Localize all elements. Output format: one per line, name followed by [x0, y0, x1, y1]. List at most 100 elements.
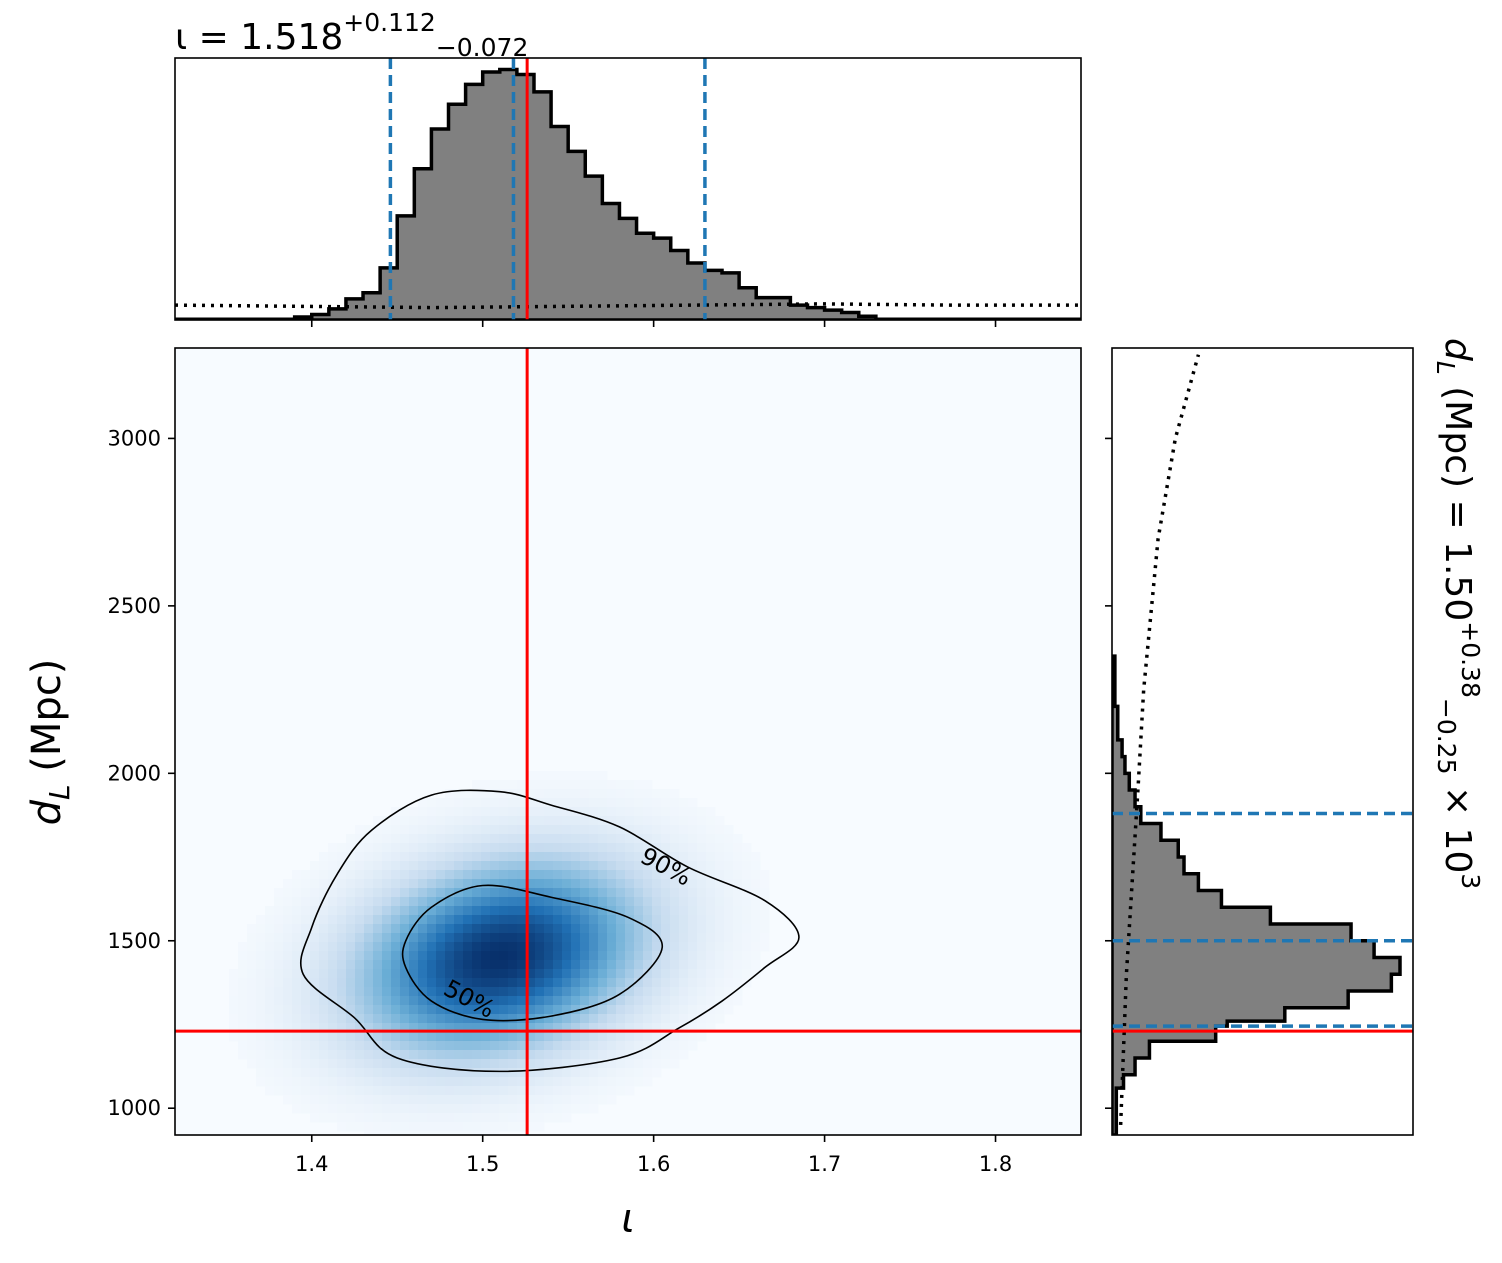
density-cell: [706, 1014, 716, 1024]
density-cell: [544, 879, 554, 889]
density-cell: [337, 852, 347, 862]
density-cell: [355, 933, 365, 943]
density-cell: [292, 996, 302, 1006]
density-cell: [337, 978, 347, 988]
density-cell: [274, 1050, 284, 1060]
density-cell: [517, 1032, 527, 1042]
density-cell: [625, 1032, 635, 1042]
density-cell: [328, 1095, 338, 1105]
density-cell: [643, 924, 653, 934]
density-cell: [418, 1122, 428, 1132]
density-cell: [292, 933, 302, 943]
density-cell: [400, 1023, 410, 1033]
density-cell: [589, 825, 599, 835]
density-cell: [319, 1032, 329, 1042]
density-cell: [337, 951, 347, 961]
density-cell: [724, 987, 734, 997]
density-cell: [382, 960, 392, 970]
density-cell: [400, 1005, 410, 1015]
density-cell: [229, 1023, 239, 1033]
density-cell: [751, 969, 761, 979]
density-cell: [715, 852, 725, 862]
density-cell: [544, 852, 554, 862]
density-cell: [418, 1068, 428, 1078]
density-cell: [346, 1113, 356, 1123]
density-cell: [589, 915, 599, 925]
density-cell: [562, 906, 572, 916]
density-cell: [310, 924, 320, 934]
density-cell: [589, 807, 599, 817]
density-cell: [670, 960, 680, 970]
density-cell: [517, 798, 527, 808]
density-cell: [463, 1104, 473, 1114]
density-cell: [373, 1023, 383, 1033]
density-cell: [454, 1032, 464, 1042]
density-cell: [760, 933, 770, 943]
density-cell: [724, 996, 734, 1006]
density-cell: [751, 852, 761, 862]
density-cell: [571, 942, 581, 952]
density-cell: [706, 951, 716, 961]
density-cell: [517, 951, 527, 961]
density-cell: [355, 987, 365, 997]
density-cell: [427, 915, 437, 925]
density-cell: [643, 942, 653, 952]
density-cell: [571, 924, 581, 934]
density-cell: [526, 960, 536, 970]
density-cell: [256, 1014, 266, 1024]
density-cell: [571, 852, 581, 862]
density-cell: [661, 951, 671, 961]
density-cell: [553, 996, 563, 1006]
density-cell: [328, 843, 338, 853]
density-cell: [652, 996, 662, 1006]
density-cell: [247, 1023, 257, 1033]
density-cell: [409, 807, 419, 817]
density-cell: [499, 1122, 509, 1132]
density-cell: [697, 1014, 707, 1024]
density-cell: [508, 1077, 518, 1087]
density-cell: [382, 1095, 392, 1105]
density-cell: [670, 924, 680, 934]
density-cell: [616, 933, 626, 943]
density-cell: [490, 834, 500, 844]
density-cell: [310, 960, 320, 970]
density-cell: [598, 771, 608, 781]
density-cell: [508, 1095, 518, 1105]
density-cell: [265, 1023, 275, 1033]
density-cell: [625, 978, 635, 988]
density-cell: [697, 897, 707, 907]
density-cell: [634, 807, 644, 817]
density-cell: [265, 1032, 275, 1042]
density-cell: [247, 1050, 257, 1060]
density-cell: [391, 1095, 401, 1105]
density-cell: [445, 1104, 455, 1114]
density-cell: [454, 924, 464, 934]
density-cell: [310, 879, 320, 889]
density-cell: [508, 1086, 518, 1096]
density-cell: [364, 834, 374, 844]
density-cell: [580, 1032, 590, 1042]
density-cell: [283, 1005, 293, 1015]
density-cell: [481, 789, 491, 799]
density-cell: [355, 825, 365, 835]
density-cell: [598, 942, 608, 952]
density-cell: [553, 1086, 563, 1096]
density-cell: [391, 834, 401, 844]
density-cell: [535, 1005, 545, 1015]
density-cell: [508, 897, 518, 907]
density-cell: [724, 951, 734, 961]
density-cell: [463, 816, 473, 826]
density-cell: [598, 879, 608, 889]
density-cell: [589, 852, 599, 862]
density-cell: [634, 843, 644, 853]
density-cell: [571, 1050, 581, 1060]
density-cell: [328, 1041, 338, 1051]
density-cell: [310, 888, 320, 898]
density-cell: [517, 1014, 527, 1024]
density-cell: [400, 1077, 410, 1087]
density-cell: [535, 960, 545, 970]
density-cell: [454, 816, 464, 826]
density-cell: [697, 1023, 707, 1033]
density-cell: [445, 798, 455, 808]
density-cell: [310, 933, 320, 943]
